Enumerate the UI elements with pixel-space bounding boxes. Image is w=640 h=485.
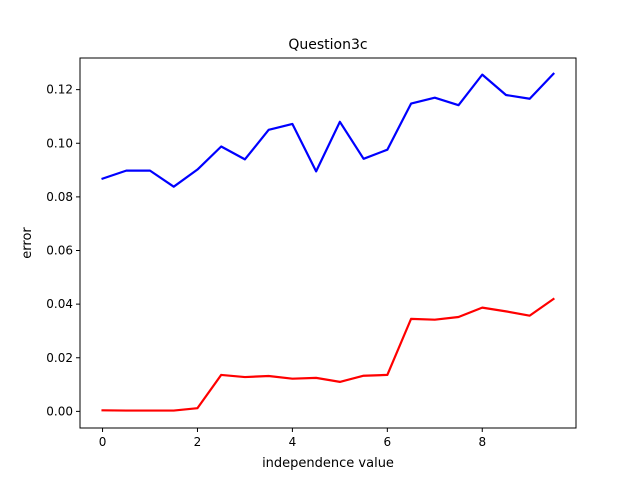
x-tick-label: 2 [194,435,202,449]
series-line-1 [101,72,556,188]
y-tick-label: 0.08 [46,190,73,204]
y-tick-label: 0.00 [46,404,73,418]
y-axis: 0.00 0.02 0.04 0.06 0.08 0.10 0.12 [46,83,80,418]
x-axis: 0 2 4 6 8 [99,428,486,449]
x-tick-label: 6 [384,435,392,449]
chart-title: Question3c [288,37,367,53]
y-tick-label: 0.04 [46,297,73,311]
y-axis-label: error [20,227,35,259]
y-tick-label: 0.06 [46,244,73,258]
x-tick-label: 8 [478,435,486,449]
x-tick-label: 4 [289,435,297,449]
y-tick-label: 0.10 [46,136,73,150]
x-tick-label: 0 [99,435,107,449]
series-layer [101,72,556,412]
plot-frame [79,57,577,429]
series-line-2 [101,297,555,412]
x-axis-label: independence value [262,456,394,471]
y-tick-label: 0.02 [46,351,73,365]
y-tick-label: 0.12 [46,83,73,97]
